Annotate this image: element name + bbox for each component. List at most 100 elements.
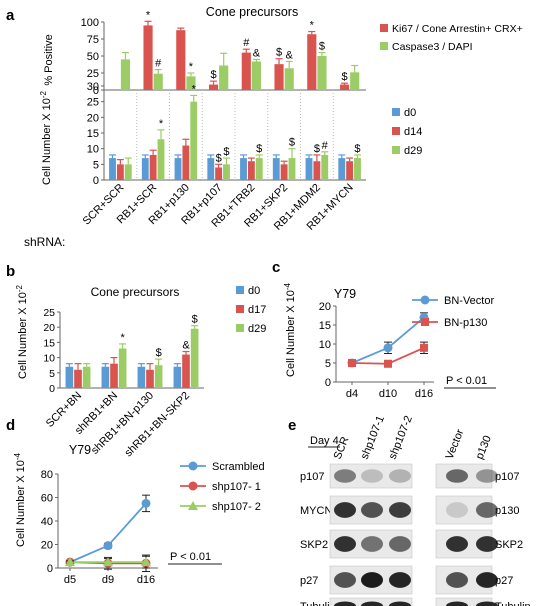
blot-strip-right <box>435 597 493 606</box>
y-tick-label: 15 <box>87 128 99 140</box>
blot-band <box>446 469 468 483</box>
legend-swatch <box>392 127 400 135</box>
legend-swatch <box>392 146 400 154</box>
blot-band <box>361 536 383 552</box>
panel-a-bottom-ylabel-exp: -2 <box>39 90 48 98</box>
blot-band <box>446 601 468 606</box>
bar <box>190 328 199 388</box>
x-tick-label: d16 <box>415 388 433 400</box>
legend-swatch <box>380 24 388 32</box>
bar <box>173 366 182 388</box>
bar <box>313 161 321 180</box>
legend-label: d29 <box>404 145 422 157</box>
bar <box>219 65 229 90</box>
panel-c-title: Y79 <box>334 287 356 301</box>
significance-mark: $ <box>210 69 216 81</box>
y-tick-label: 25 <box>43 307 55 319</box>
bar <box>284 68 294 90</box>
blot-band <box>476 601 498 606</box>
y-tick-label: 20 <box>87 112 99 124</box>
legend-swatch <box>392 108 400 116</box>
blot-band <box>334 469 356 483</box>
series-line <box>69 502 147 563</box>
panel-b-ylabel-exp: -2 <box>15 284 24 292</box>
y-tick-label: 0 <box>49 383 55 395</box>
legend-label: shp107- 2 <box>212 501 261 513</box>
blot-band <box>446 502 468 518</box>
significance-mark: $ <box>289 137 295 149</box>
blot-band <box>446 536 468 552</box>
blot-row-label-right: p27 <box>495 575 513 587</box>
bar <box>120 59 131 90</box>
y-tick-label: 25 <box>87 97 99 109</box>
y-tick-label: 30 <box>87 81 99 93</box>
bar <box>137 366 146 388</box>
significance-mark: $ <box>223 146 229 158</box>
data-point <box>188 501 198 510</box>
legend-label: BN-p130 <box>444 317 487 329</box>
bar <box>116 164 124 180</box>
y-tick-label: 15 <box>43 337 55 349</box>
bar <box>255 158 263 180</box>
legend-label: Ki67 / Cone Arrestin+ CRX+ <box>392 23 523 35</box>
blot-band <box>476 536 498 552</box>
data-point <box>103 541 113 551</box>
bar <box>143 25 153 90</box>
panel-d-ylabel-text: Cell Number X 10 <box>15 460 27 547</box>
significance-mark: $ <box>276 47 282 59</box>
blot-band <box>361 469 383 483</box>
significance-mark: & <box>182 340 190 352</box>
panel-b-letter: b <box>6 263 15 280</box>
y-tick-label: 10 <box>43 353 55 365</box>
legend-swatch <box>380 42 388 50</box>
y-tick-label: 0 <box>47 563 53 575</box>
x-tick-label: d9 <box>102 574 114 586</box>
bar <box>317 56 327 90</box>
bar <box>339 84 350 90</box>
bar <box>82 366 91 388</box>
y-tick-label: 5 <box>93 159 99 171</box>
significance-mark: $ <box>314 143 320 155</box>
bar <box>190 101 198 180</box>
chart-d: 0 20 40 60 80 d5 d9 d16 Scrambled shp107- 1 shp107… <box>41 461 265 586</box>
panel-b-ylabel-text: Cell Number X 10 <box>17 292 29 379</box>
blot-band <box>476 469 498 483</box>
bar <box>223 164 230 180</box>
panel-c-ylabel-text: Cell Number X 10 <box>285 290 297 377</box>
bar <box>247 161 255 180</box>
blot-band <box>361 572 383 588</box>
significance-mark: * <box>310 20 315 32</box>
legend-label: d17 <box>248 304 266 316</box>
y-tick-label: 0 <box>325 377 331 389</box>
bar <box>305 158 313 180</box>
bar <box>350 72 360 90</box>
significance-mark: * <box>159 118 164 130</box>
data-point <box>420 295 430 305</box>
bar <box>176 30 186 90</box>
data-point <box>421 318 429 326</box>
chart-c: 0 5 10 15 20 d4 d10 d16 BN-Vector BN-p130 <box>319 295 495 400</box>
data-point <box>188 461 198 471</box>
bar <box>186 76 196 90</box>
panel-d-ylabel-exp: -4 <box>13 452 22 460</box>
bar <box>321 154 329 180</box>
bar <box>240 158 247 180</box>
bar <box>146 369 154 388</box>
data-point <box>141 498 151 508</box>
blot-lane-label: Vector <box>444 427 467 461</box>
y-tick-label: 15 <box>319 320 331 332</box>
panel-c-letter: c <box>272 259 280 276</box>
significance-mark: * <box>192 83 197 95</box>
y-tick-label: 40 <box>41 516 53 528</box>
significance-mark: & <box>253 47 261 59</box>
significance-mark: $ <box>216 152 222 164</box>
significance-mark: $ <box>341 71 347 83</box>
blot-band <box>361 601 383 606</box>
legend-swatch <box>236 324 244 332</box>
y-tick-label: 10 <box>87 144 99 156</box>
blot-row-label-right: SKP2 <box>495 539 523 551</box>
bar <box>280 164 288 180</box>
panel-d-letter: d <box>6 417 15 434</box>
